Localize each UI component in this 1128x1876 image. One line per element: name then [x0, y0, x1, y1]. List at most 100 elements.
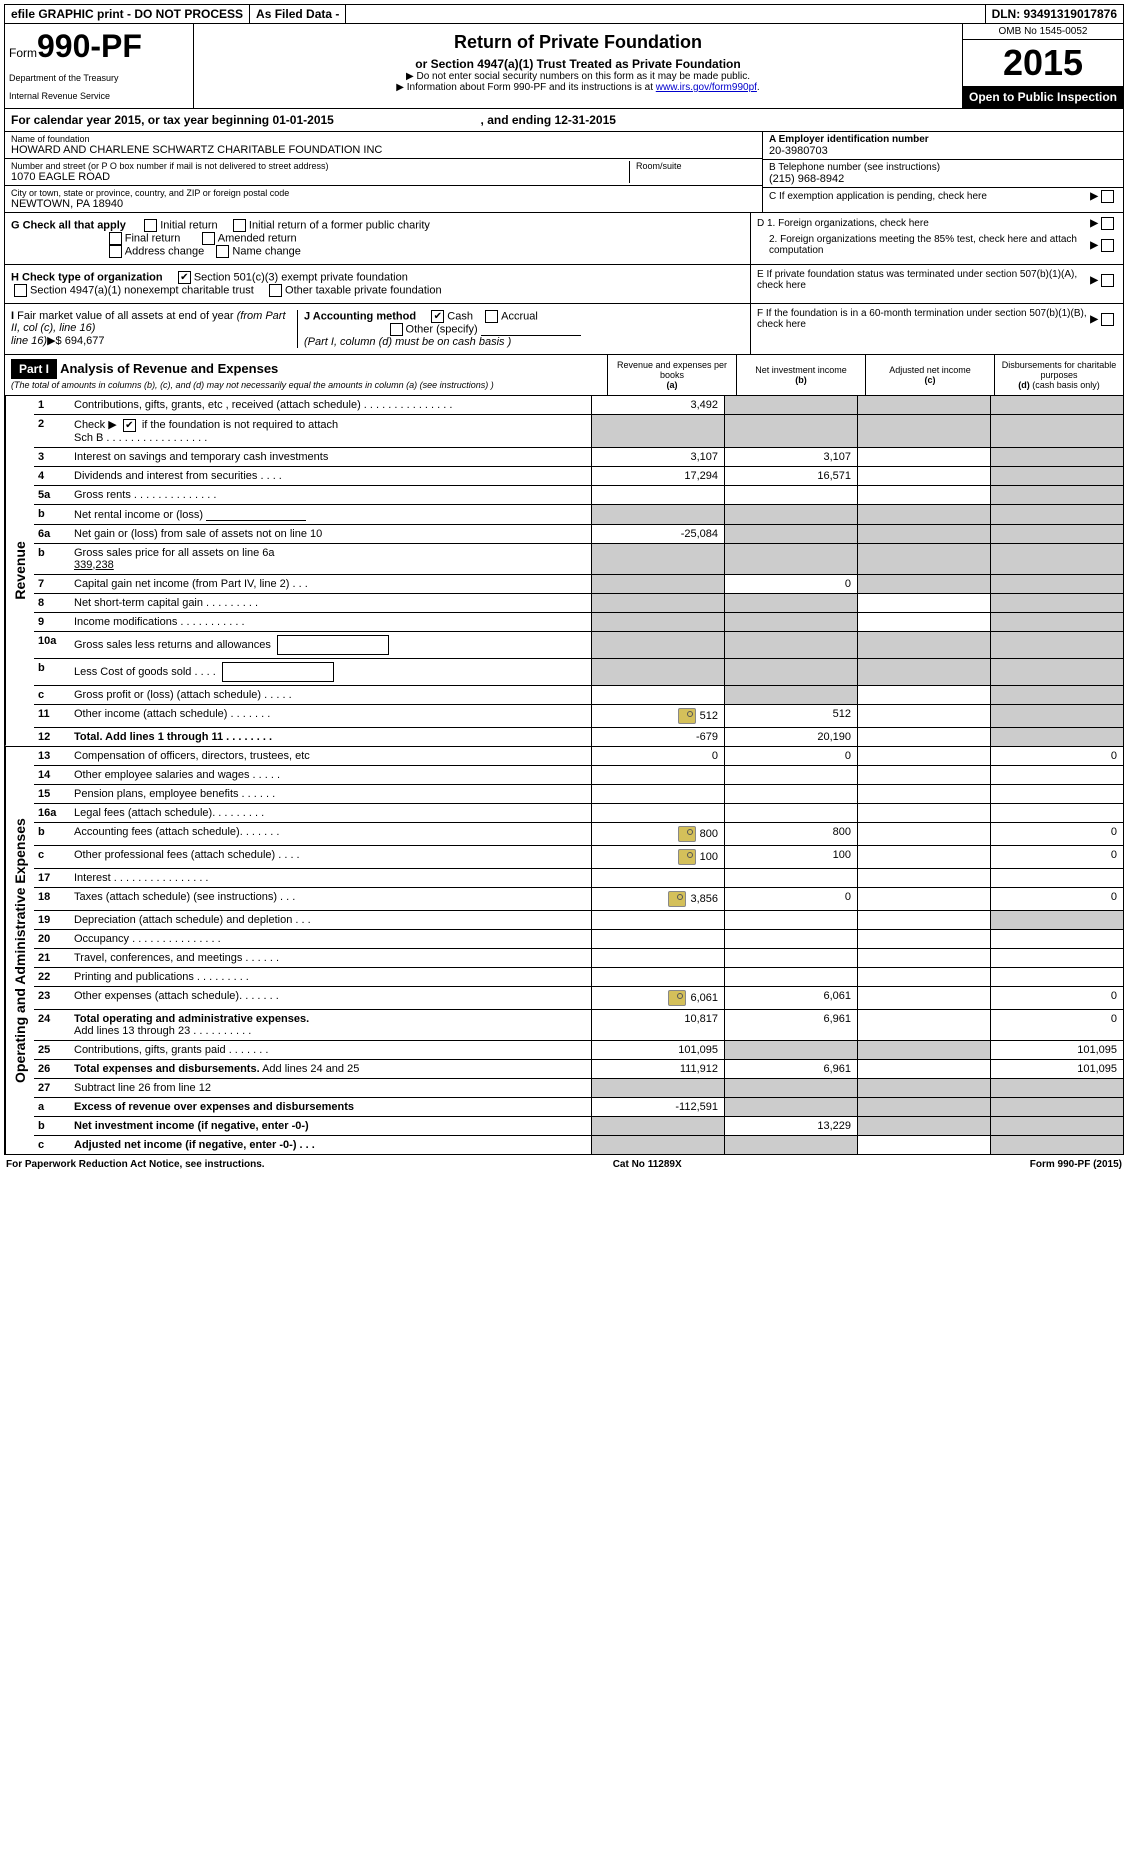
cell-a: [591, 544, 724, 574]
cell-a: [591, 575, 724, 593]
cell-b: [724, 766, 857, 784]
line-17: 17 Interest . . . . . . . . . . . . . . …: [34, 869, 1123, 888]
line-num: 18: [34, 888, 70, 910]
cell-d: [990, 1079, 1123, 1097]
d1-checkbox[interactable]: [1101, 217, 1114, 230]
line-desc: Gross sales price for all assets on line…: [70, 544, 591, 574]
line-26: 26 Total expenses and disbursements. Add…: [34, 1060, 1123, 1079]
attach-icon[interactable]: [678, 708, 696, 724]
cell-a: 6,061: [591, 987, 724, 1009]
gross-sales-box[interactable]: [277, 635, 389, 655]
cell-b: 6,961: [724, 1010, 857, 1040]
cell-a: 101,095: [591, 1041, 724, 1059]
cell-a: 800: [591, 823, 724, 845]
line-num: 14: [34, 766, 70, 784]
line-20: 20 Occupancy . . . . . . . . . . . . . .…: [34, 930, 1123, 949]
line-num: 22: [34, 968, 70, 986]
l2-desc2: Sch B . . . . . . . . . . . . . . . . .: [74, 432, 207, 444]
cell-a: 3,492: [591, 396, 724, 414]
line-desc: Contributions, gifts, grants, etc , rece…: [70, 396, 591, 414]
other-taxable-checkbox[interactable]: [269, 284, 282, 297]
other-specify-field[interactable]: [481, 323, 581, 336]
cell-b: [724, 505, 857, 524]
line-15: 15 Pension plans, employee benefits . . …: [34, 785, 1123, 804]
initial-return-checkbox[interactable]: [144, 219, 157, 232]
cell-b: [724, 525, 857, 543]
col-d-tag: (d): [1018, 380, 1030, 390]
note2-pre: ▶ Information about Form 990-PF and its …: [396, 82, 655, 93]
revenue-table: 1 Contributions, gifts, grants, etc , re…: [34, 396, 1123, 746]
line-27c: c Adjusted net income (if negative, ente…: [34, 1136, 1123, 1154]
cell-d: [990, 659, 1123, 685]
l23-a: 6,061: [690, 992, 718, 1004]
cell-c: [857, 804, 990, 822]
sch-b-checkbox[interactable]: ✔: [123, 419, 136, 432]
cell-c: [857, 486, 990, 504]
cell-d: [990, 505, 1123, 524]
d2-label: 2. Foreign organizations meeting the 85%…: [757, 234, 1090, 256]
cash-checkbox[interactable]: ✔: [431, 310, 444, 323]
form-number-big: 990-PF: [37, 28, 142, 64]
other-method-checkbox[interactable]: [390, 323, 403, 336]
cell-d: [990, 613, 1123, 631]
cell-c: [857, 448, 990, 466]
part1-label: Part I: [11, 359, 57, 379]
cell-d: [990, 785, 1123, 803]
line-num: b: [34, 823, 70, 845]
4947-checkbox[interactable]: [14, 284, 27, 297]
line-desc: Occupancy . . . . . . . . . . . . . . .: [70, 930, 591, 948]
cell-a: 100: [591, 846, 724, 868]
cell-a: 3,856: [591, 888, 724, 910]
line-3: 3 Interest on savings and temporary cash…: [34, 448, 1123, 467]
name-change-checkbox[interactable]: [216, 245, 229, 258]
cell-a: [591, 486, 724, 504]
d2-checkbox[interactable]: [1101, 239, 1114, 252]
cell-a: [591, 869, 724, 887]
i-value: 694,677: [62, 335, 105, 347]
line-num: b: [34, 659, 70, 685]
foundation-name: HOWARD AND CHARLENE SCHWARTZ CHARITABLE …: [11, 144, 756, 156]
attach-icon[interactable]: [678, 849, 696, 865]
address-change-checkbox[interactable]: [109, 245, 122, 258]
line-1: 1 Contributions, gifts, grants, etc , re…: [34, 396, 1123, 415]
line-22: 22 Printing and publications . . . . . .…: [34, 968, 1123, 987]
line-desc: Gross rents . . . . . . . . . . . . . .: [70, 486, 591, 504]
cell-a: [591, 930, 724, 948]
line-desc: Other employee salaries and wages . . . …: [70, 766, 591, 784]
dln-text: DLN: 93491319017876: [985, 5, 1123, 23]
accrual-checkbox[interactable]: [485, 310, 498, 323]
j-label: J Accounting method: [304, 310, 416, 322]
line-5a: 5a Gross rents . . . . . . . . . . . . .…: [34, 486, 1123, 505]
f-checkbox[interactable]: [1101, 313, 1114, 326]
e-checkbox[interactable]: [1101, 274, 1114, 287]
attach-icon[interactable]: [668, 891, 686, 907]
line-18: 18 Taxes (attach schedule) (see instruct…: [34, 888, 1123, 911]
footer-right: Form 990-PF (2015): [1030, 1159, 1122, 1170]
rental-income-field[interactable]: [206, 508, 306, 521]
amended-return-checkbox[interactable]: [202, 232, 215, 245]
exemption-checkbox[interactable]: [1101, 190, 1114, 203]
city-value: NEWTOWN, PA 18940: [11, 198, 756, 210]
cell-c: [857, 949, 990, 967]
final-return-checkbox[interactable]: [109, 232, 122, 245]
501c3-checkbox[interactable]: ✔: [178, 271, 191, 284]
attach-icon[interactable]: [668, 990, 686, 1006]
attach-icon[interactable]: [678, 826, 696, 842]
cell-d: [990, 415, 1123, 447]
cell-d: 0: [990, 1010, 1123, 1040]
cell-a: [591, 785, 724, 803]
cogs-box[interactable]: [222, 662, 334, 682]
irs-link[interactable]: www.irs.gov/form990pf: [656, 82, 757, 93]
cell-c: [857, 930, 990, 948]
expenses-side-label: Operating and Administrative Expenses: [5, 747, 34, 1154]
cell-a: -25,084: [591, 525, 724, 543]
cell-a: [591, 505, 724, 524]
h-e-row: H Check type of organization ✔Section 50…: [4, 265, 1124, 304]
initial-former-checkbox[interactable]: [233, 219, 246, 232]
line-9: 9 Income modifications . . . . . . . . .…: [34, 613, 1123, 632]
exemption-label: C If exemption application is pending, c…: [769, 191, 1090, 202]
col-a-head: Revenue and expenses per books(a): [607, 355, 736, 395]
line-num: c: [34, 1136, 70, 1154]
cell-b: [724, 486, 857, 504]
ein-cell: A Employer identification number 20-3980…: [763, 132, 1123, 160]
